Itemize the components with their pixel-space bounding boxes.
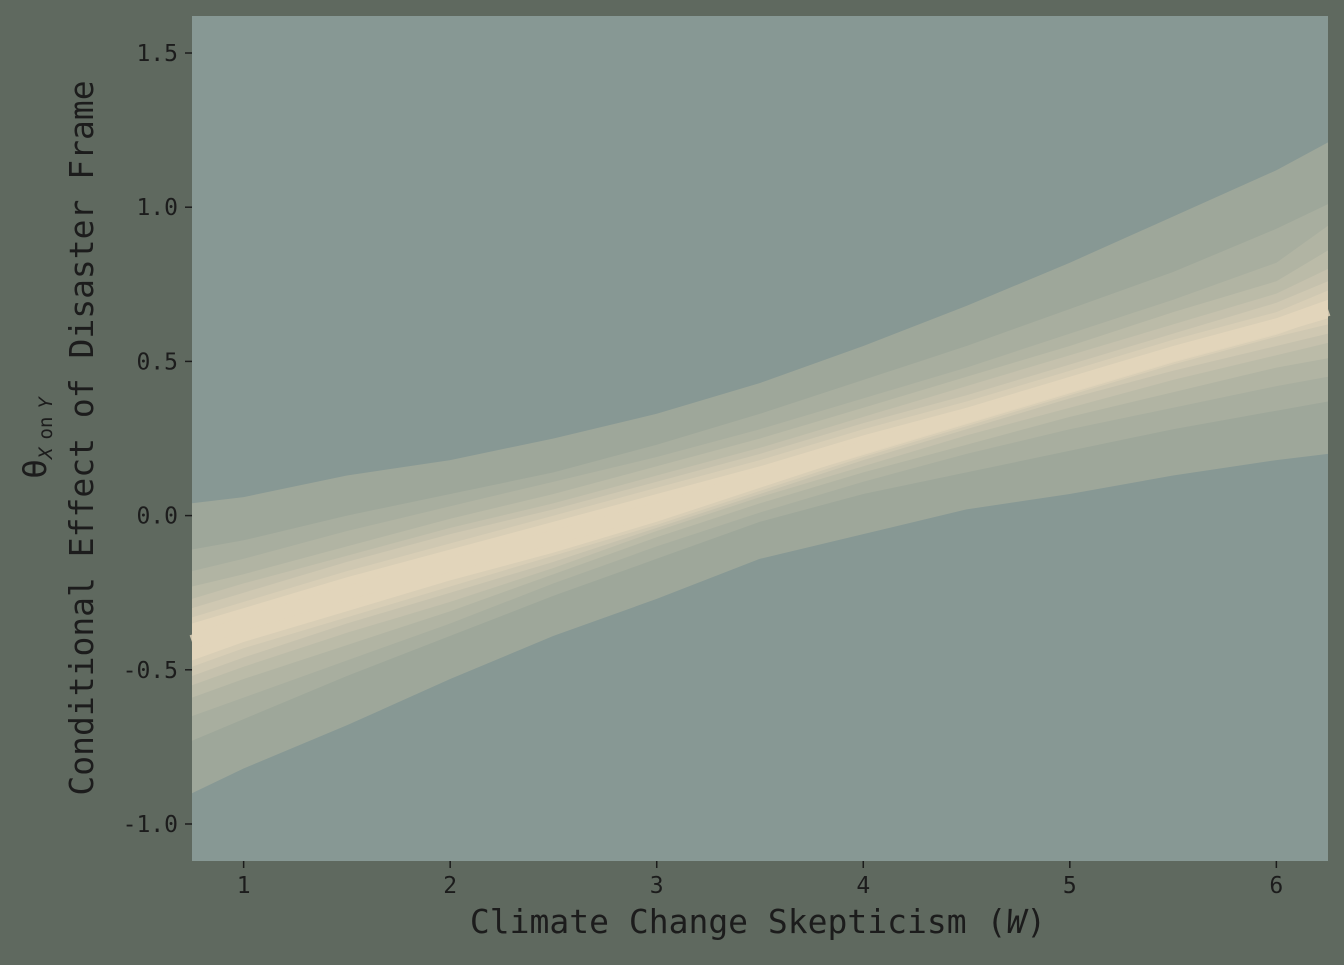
x-axis: 1 2 3 4 5 6 [237, 861, 1283, 899]
x-tick-label: 5 [1063, 873, 1077, 899]
y-tick-label: 0.5 [136, 349, 178, 375]
x-tick-label: 3 [650, 873, 664, 899]
y-tick-label: -1.0 [123, 812, 178, 838]
y-tick-label: 1.5 [136, 41, 178, 67]
y-axis-title: Conditional Effect of Disaster Frame [62, 80, 101, 795]
y-axis-symbol: θXonY [15, 396, 57, 479]
y-tick-label: 0.0 [136, 504, 178, 530]
x-axis-title: Climate Change Skepticism (W) [470, 902, 1046, 941]
y-axis: -1.0 -0.5 0.0 0.5 1.0 1.5 [123, 41, 192, 838]
y-tick-label: -0.5 [123, 658, 178, 684]
y-tick-label: 1.0 [136, 195, 178, 221]
interval-bands [189, 142, 1331, 794]
x-tick-label: 1 [237, 873, 251, 899]
estimate-line [189, 302, 1331, 649]
x-tick-label: 6 [1269, 873, 1283, 899]
x-tick-label: 2 [443, 873, 457, 899]
x-tick-label: 4 [856, 873, 870, 899]
